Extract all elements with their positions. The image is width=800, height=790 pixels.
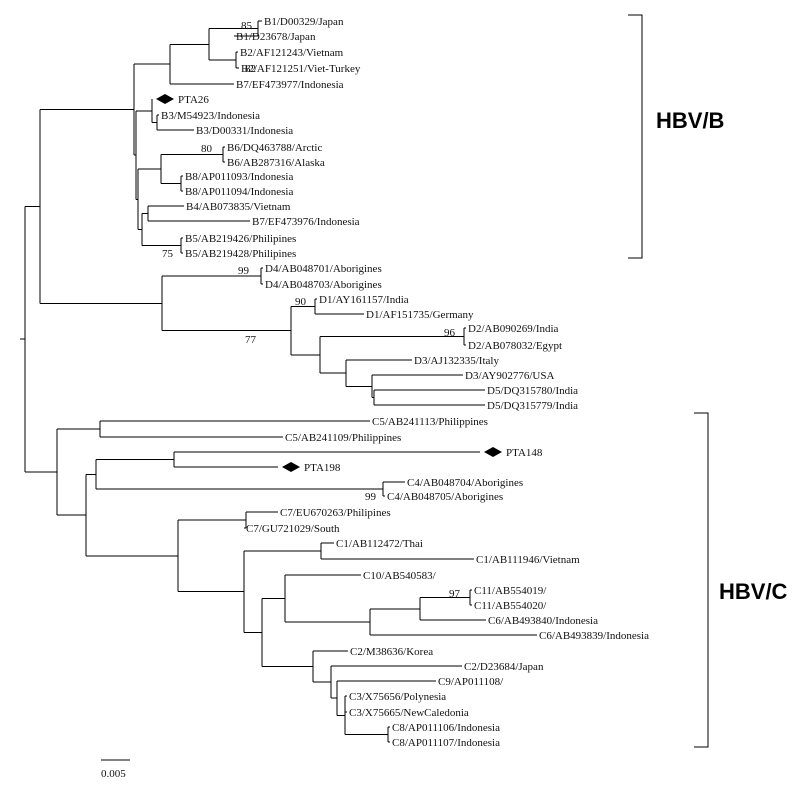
leaf-label-b1-d23678: B1/D23678/Japan — [236, 31, 316, 43]
leaf-label-b6-ab287316: B6/AB287316/Alaska — [227, 157, 325, 169]
leaf-label-d5-dq315779: D5/DQ315779/India — [487, 400, 578, 412]
leaf-label-d2-ab078032: D2/AB078032/Egypt — [468, 340, 562, 352]
diamond-marker-pta26 — [156, 94, 174, 104]
leaf-label-b8-ap011094: B8/AP011094/Indonesia — [185, 186, 293, 198]
diamond-marker-pta148 — [484, 447, 502, 457]
leaf-label-c9-ap011108: C9/AP011108/ — [438, 676, 504, 688]
leaf-label-b8-ap011093: B8/AP011093/Indonesia — [185, 171, 293, 183]
leaf-label-c5-ab241109: C5/AB241109/Philippines — [285, 432, 401, 444]
leaf-label-c11-ab554020: C11/AB554020/ — [474, 600, 547, 612]
tree-leaf-labels: B1/D00329/Japan B1/D23678/Japan B2/AF12124… — [161, 16, 649, 749]
leaf-label-d3-aj132335: D3/AJ132335/Italy — [414, 355, 499, 367]
bootstrap-value: 80 — [201, 143, 213, 155]
leaf-label-c7-gu721029: C7/GU721029/South — [246, 523, 340, 535]
tree-branches — [20, 20, 537, 743]
bootstrap-value: 85 — [241, 20, 253, 32]
leaf-label-d2-ab090269: D2/AB090269/India — [468, 323, 559, 335]
bootstrap-values: 85 82 80 75 99 90 77 96 99 97 — [162, 20, 461, 600]
leaf-label-pta26: PTA26 — [178, 94, 209, 106]
bootstrap-value: 96 — [444, 327, 456, 339]
leaf-label-b4-ab073835: B4/AB073835/Vietnam — [186, 201, 291, 213]
leaf-label-d4-ab048701: D4/AB048701/Aborigines — [265, 263, 382, 275]
scale-bar-label: 0.005 — [101, 768, 126, 780]
leaf-label-c1-ab112472: C1/AB112472/Thai — [336, 538, 423, 550]
tree-sample-markers — [156, 94, 502, 472]
group-bracket-hbv-c: HBV/C — [694, 412, 788, 748]
bootstrap-value: 77 — [245, 334, 257, 346]
leaf-label-c4-ab048704: C4/AB048704/Aborigines — [407, 477, 523, 489]
leaf-label-b3-d00331: B3/D00331/Indonesia — [196, 125, 293, 137]
bootstrap-value: 75 — [162, 248, 174, 260]
leaf-label-b2-af121243: B2/AF121243/Vietnam — [240, 47, 344, 59]
leaf-label-c6-ab493839: C6/AB493839/Indonesia — [539, 630, 649, 642]
leaf-label-c5-ab241113: C5/AB241113/Philippines — [372, 416, 488, 428]
leaf-label-pta148: PTA148 — [506, 447, 543, 459]
bootstrap-value: 99 — [238, 265, 250, 277]
leaf-label-b6-dq463788: B6/DQ463788/Arctic — [227, 142, 322, 154]
leaf-label-c4-ab048705: C4/AB048705/Aborigines — [387, 491, 503, 503]
leaf-label-c3-x75665: C3/X75665/NewCaledonia — [349, 707, 469, 719]
leaf-label-c1-ab111946: C1/AB111946/Vietnam — [476, 554, 580, 566]
bootstrap-value: 99 — [365, 491, 377, 503]
bracket-hbv-c — [694, 412, 709, 748]
leaf-label-b7-ef473977: B7/EF473977/Indonesia — [236, 79, 344, 91]
leaf-label-d5-dq315780: D5/DQ315780/India — [487, 385, 578, 397]
leaf-label-c6-ab493840: C6/AB493840/Indonesia — [488, 615, 598, 627]
diamond-marker-pta198 — [282, 462, 300, 472]
bootstrap-value: 97 — [449, 588, 461, 600]
bootstrap-value: 90 — [295, 296, 307, 308]
scale-bar: 0.005 — [101, 759, 130, 780]
group-label-hbv-b: HBV/B — [656, 108, 724, 133]
leaf-label-c2-m38636: C2/M38636/Korea — [350, 646, 433, 658]
leaf-label-b7-ef473976: B7/EF473976/Indonesia — [252, 216, 360, 228]
leaf-label-b5-ab219428: B5/AB219428/Philipines — [185, 248, 296, 260]
leaf-label-d4-ab048703: D4/AB048703/Aborigines — [265, 279, 382, 291]
leaf-label-c8-ap011107: C8/AP011107/Indonesia — [392, 737, 500, 749]
leaf-label-b5-ab219426: B5/AB219426/Philipines — [185, 233, 296, 245]
leaf-label-c7-eu670263: C7/EU670263/Philipines — [280, 507, 391, 519]
leaf-label-d1-ay161157: D1/AY161157/India — [319, 294, 409, 306]
leaf-label-d3-ay902776: D3/AY902776/USA — [465, 370, 554, 382]
group-bracket-hbv-b: HBV/B — [628, 14, 724, 259]
leaf-label-c8-ap011106: C8/AP011106/Indonesia — [392, 722, 500, 734]
leaf-label-pta198: PTA198 — [304, 462, 341, 474]
leaf-label-b1-d00329: B1/D00329/Japan — [264, 16, 344, 28]
leaf-label-c11-ab554019: C11/AB554019/ — [474, 585, 547, 597]
leaf-label-b2-af121251: B2/AF121251/Viet-Turkey — [241, 63, 361, 75]
group-label-hbv-c: HBV/C — [719, 579, 788, 604]
leaf-label-c10-ab540583: C10/AB540583/ — [363, 570, 437, 582]
leaf-label-b3-m54923: B3/M54923/Indonesia — [161, 110, 260, 122]
leaf-label-c2-d23684: C2/D23684/Japan — [464, 661, 544, 673]
bracket-hbv-b — [628, 14, 643, 259]
leaf-label-d1-af151735: D1/AF151735/Germany — [366, 309, 474, 321]
leaf-label-c3-x75656: C3/X75656/Polynesia — [349, 691, 446, 703]
bootstrap-value: 82 — [245, 63, 256, 75]
